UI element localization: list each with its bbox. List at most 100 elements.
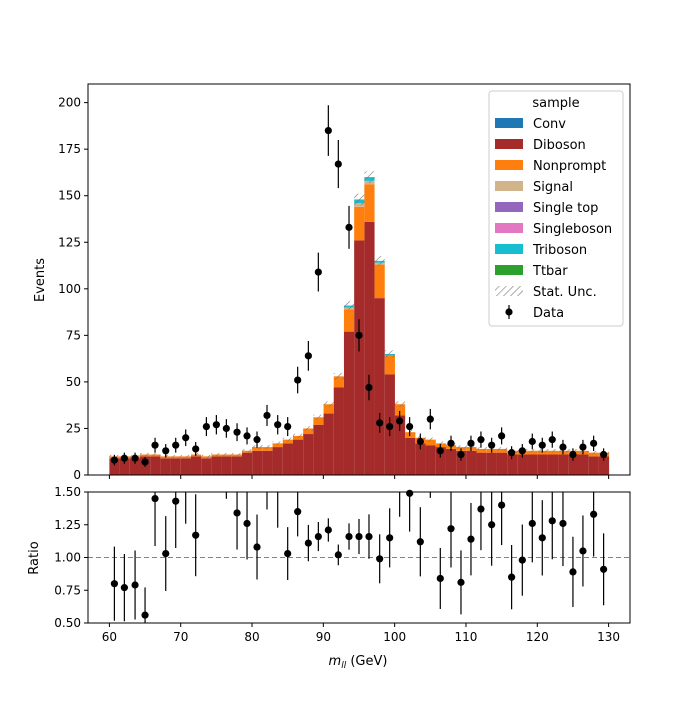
bar-diboson (201, 458, 212, 475)
main-y-tick-label: 25 (66, 421, 81, 435)
data-point (110, 456, 118, 464)
ratio-point (345, 532, 353, 541)
x-axis: 60 70 80 90 100 110 120 130 (102, 623, 620, 644)
ratio-point (334, 551, 342, 559)
ratio-point (376, 555, 384, 563)
stat-unc-band (211, 452, 222, 457)
bar-diboson (221, 456, 232, 475)
x-tick-label: 100 (383, 630, 406, 644)
stat-unc-band (150, 452, 161, 457)
data-point (120, 454, 128, 462)
bar-nonprompt (384, 355, 395, 375)
ratio-point (579, 547, 587, 555)
data-point (263, 411, 271, 420)
ratio-point (447, 525, 455, 533)
bar-nonprompt (425, 439, 436, 446)
bar-diboson (180, 458, 191, 475)
bar-diboson (272, 447, 283, 475)
stat-unc-band (456, 445, 467, 449)
legend: sample Conv Diboson Nonprompt Signal Single … (488, 90, 624, 327)
stat-unc-band (527, 449, 538, 453)
stat-unc-band (180, 454, 191, 458)
data-point (548, 436, 556, 444)
legend-label-diboson: Diboson (533, 138, 586, 153)
data-point (600, 450, 608, 459)
bar-nonprompt (323, 404, 334, 414)
bar-diboson (486, 452, 497, 475)
bar-diboson (517, 454, 528, 475)
data-point (508, 449, 516, 457)
legend-swatch-conv (495, 118, 523, 128)
bar-diboson (547, 454, 559, 475)
bar-diboson (364, 221, 375, 475)
ratio-y-axis-label: Ratio (27, 541, 42, 574)
ratio-point (518, 556, 526, 564)
stat-unc-band (272, 441, 283, 446)
bar-nonprompt (588, 452, 599, 457)
bar-diboson (119, 458, 130, 475)
main-x-ticks (108, 475, 610, 479)
data-point (498, 432, 506, 440)
bar-nonprompt (394, 404, 406, 416)
ratio-point (600, 565, 608, 573)
data-point (488, 441, 496, 449)
ratio-point (120, 584, 128, 592)
bar-diboson (445, 448, 457, 475)
ratio-panel: 0.50 0.75 1.00 1.25 1.50 60 70 80 90 100 110 120 13… (27, 485, 631, 671)
ratio-point (416, 538, 424, 546)
legend-swatch-triboson (495, 244, 523, 254)
stat-unc-band (374, 255, 385, 266)
ratio-point (498, 501, 506, 509)
stat-unc-band (354, 193, 365, 206)
x-tick-label: 130 (597, 630, 620, 644)
legend-swatch-ttbar (495, 265, 523, 275)
bar-diboson (333, 387, 344, 475)
main-axes-frame (87, 83, 631, 476)
legend-swatch-data-marker (505, 308, 513, 316)
data-point (436, 447, 444, 455)
data-point (274, 421, 282, 429)
legend-label-triboson: Triboson (532, 243, 587, 258)
ratio-y-axis: 0.50 0.75 1.00 1.25 1.50 (54, 485, 88, 630)
legend-label-stat-unc: Stat. Unc. (533, 285, 597, 300)
ratio-point (528, 519, 536, 528)
data-point (182, 434, 190, 442)
legend-label-ttbar: Ttbar (532, 264, 568, 279)
legend-swatch-singleboson (495, 223, 523, 233)
data-point (365, 383, 373, 392)
ratio-point (386, 534, 394, 542)
ratio-y-tick-label: 1.25 (54, 518, 81, 532)
ratio-point (436, 574, 444, 583)
stat-unc-band (313, 414, 324, 420)
data-point (396, 417, 404, 425)
ratio-point (162, 549, 170, 558)
main-y-tick-label: 125 (58, 235, 81, 249)
data-point (304, 352, 312, 360)
stat-unc-band (241, 449, 253, 453)
data-point (243, 432, 251, 440)
data-point (162, 447, 170, 455)
x-axis-label-symbol: m (329, 654, 342, 669)
stat-unc-band (384, 350, 395, 358)
bar-diboson (323, 413, 334, 475)
main-y-axis-label: Events (33, 258, 48, 302)
data-point (212, 421, 220, 429)
bar-diboson (405, 437, 416, 475)
data-point (406, 422, 414, 431)
data-point (538, 441, 546, 449)
main-y-tick-label: 75 (66, 328, 81, 342)
bar-nonprompt (313, 417, 324, 425)
data-point (202, 422, 210, 431)
stat-unc-band (476, 447, 487, 451)
bar-nonprompt (527, 450, 538, 455)
stat-unc-band (364, 171, 375, 183)
bar-nonprompt (333, 376, 344, 388)
bar-diboson (476, 452, 487, 475)
bar-diboson (354, 240, 365, 475)
bar-diboson (252, 450, 263, 475)
ratio-point (355, 532, 363, 541)
data-point (253, 436, 261, 444)
data-point (141, 458, 149, 466)
ratio-point (304, 539, 312, 547)
